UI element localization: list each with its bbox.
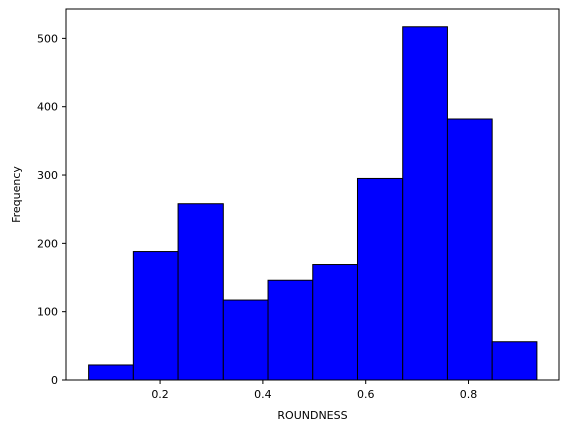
histogram-bar-5 — [312, 264, 358, 381]
x-tick-label: 0.2 — [151, 388, 169, 401]
histogram-bar-8 — [446, 118, 493, 381]
plot-frame — [65, 8, 560, 381]
x-tick-label: 0.4 — [254, 388, 272, 401]
histogram-bar-2 — [177, 203, 224, 381]
x-tick-label: 0.8 — [460, 388, 478, 401]
histogram-bar-9 — [491, 341, 538, 381]
x-axis-label: ROUNDNESS — [277, 409, 347, 422]
y-tick-label: 400 — [37, 101, 58, 114]
bars-group — [88, 26, 538, 381]
histogram-bar-4 — [267, 279, 314, 381]
y-tick-label: 0 — [51, 374, 58, 387]
histogram-bar-7 — [402, 26, 448, 381]
y-axis: 0 100 200 300 400 500 — [37, 32, 66, 387]
x-axis: 0.2 0.4 0.6 0.8 — [151, 380, 477, 401]
y-tick-label: 100 — [37, 306, 58, 319]
y-tick-label: 200 — [37, 237, 58, 250]
y-tick-label: 300 — [37, 169, 58, 182]
histogram-bar-1 — [132, 251, 179, 381]
histogram-bar-3 — [222, 299, 269, 381]
y-axis-label: Frequency — [10, 166, 23, 223]
y-tick-label: 500 — [37, 32, 58, 45]
x-tick-label: 0.6 — [357, 388, 375, 401]
histogram-bar-6 — [356, 177, 404, 381]
histogram-bar-0 — [88, 364, 134, 381]
